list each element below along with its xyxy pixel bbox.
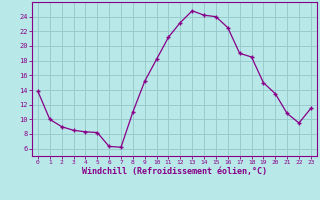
X-axis label: Windchill (Refroidissement éolien,°C): Windchill (Refroidissement éolien,°C) xyxy=(82,167,267,176)
